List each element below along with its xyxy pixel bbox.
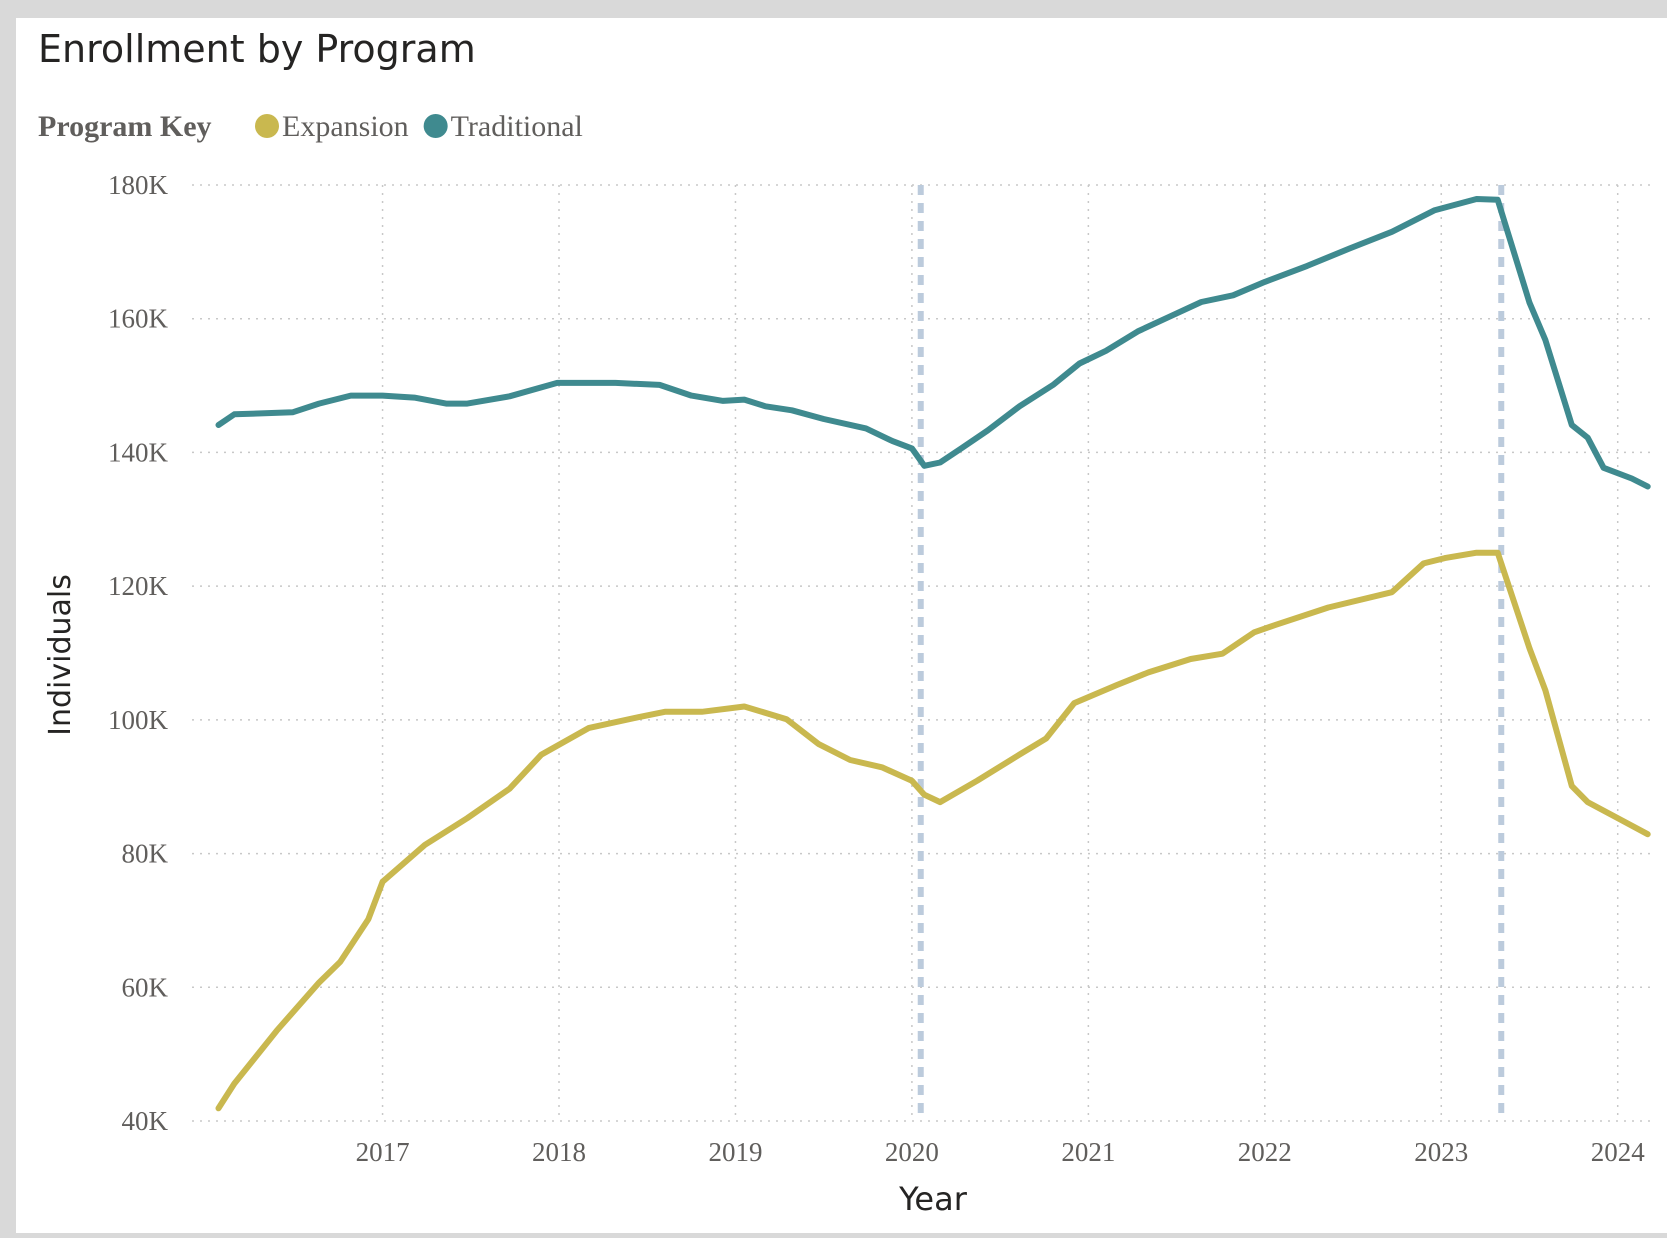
y-tick-label: 180K (108, 170, 169, 200)
x-tick-label: 2017 (356, 1137, 410, 1167)
y-tick-label: 140K (108, 437, 169, 467)
y-tick-label: 120K (108, 571, 169, 601)
series-line (215, 549, 1651, 1112)
x-tick-label: 2022 (1238, 1137, 1292, 1167)
x-tick-label: 2019 (708, 1137, 762, 1167)
x-tick-label: 2018 (532, 1137, 586, 1167)
series-line (215, 196, 1651, 490)
legend-title: Program Key (38, 110, 212, 143)
y-tick-label: 160K (108, 304, 169, 334)
chart-title: Enrollment by Program (38, 27, 476, 71)
x-tick-label: 2024 (1591, 1137, 1646, 1167)
x-tick-label: 2023 (1414, 1137, 1468, 1167)
x-tick-label: 2021 (1061, 1137, 1115, 1167)
panel (16, 18, 1667, 1233)
legend-label: Expansion (282, 110, 409, 143)
legend-marker (255, 114, 279, 138)
y-tick-label: 60K (122, 972, 169, 1002)
x-axis-label: Year (898, 1180, 968, 1218)
legend-label: Traditional (451, 110, 583, 143)
legend-marker (423, 114, 448, 138)
y-axis-label: Individuals (43, 574, 78, 736)
y-tick-label: 40K (122, 1106, 169, 1136)
y-tick-label: 100K (108, 705, 169, 735)
y-tick-label: 80K (122, 839, 169, 869)
x-tick-label: 2020 (885, 1137, 939, 1167)
